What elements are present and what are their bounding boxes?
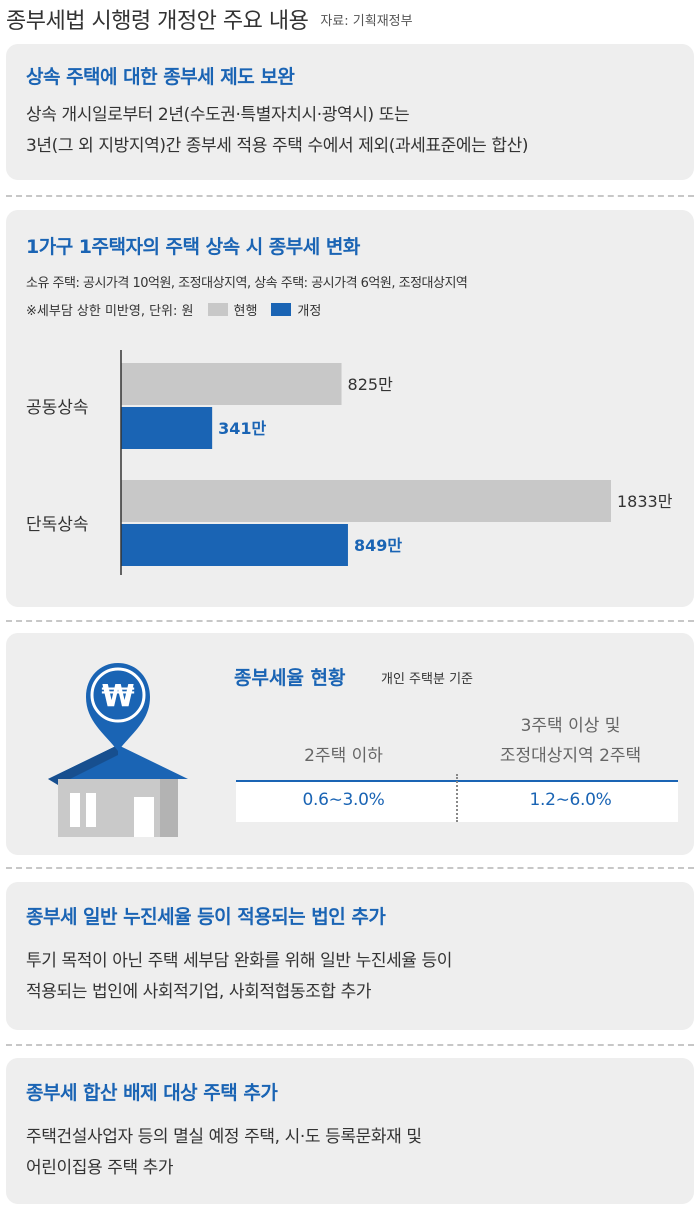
body-line: 상속 개시일로부터 2년(수도권·특별자치시·광역시) 또는 <box>26 105 410 125</box>
category-label: 단독상속 <box>26 515 89 535</box>
col-header-2-or-less: 2주택 이하 <box>304 746 383 766</box>
bar-current <box>121 480 611 522</box>
page-title: 종부세법 시행령 개정안 주요 내용 <box>6 9 309 34</box>
rate-subtitle: 개인 주택분 기준 <box>381 672 473 687</box>
tax-rate-card: ₩ 종부세율 현황 개인 주택분 기준 2주택 이하 3주택 이상 및 조정대상… <box>6 633 694 855</box>
bar-revised <box>121 407 213 449</box>
body-line: 3년(그 외 지방지역)간 종부세 적용 주택 수에서 제외(과세표준에는 합산… <box>26 136 529 156</box>
section-title: 종부세 합산 배제 대상 주택 추가 <box>26 1082 278 1104</box>
column-separator <box>456 774 458 822</box>
section-body: 상속 개시일로부터 2년(수도권·특별자치시·광역시) 또는 3년(그 외 지방… <box>26 100 529 162</box>
chart-title: 1가구 1주택자의 주택 상속 시 종부세 변화 <box>26 236 360 258</box>
exclusion-card: 종부세 합산 배제 대상 주택 추가 주택건설사업자 등의 멸실 예정 주택, … <box>6 1058 694 1204</box>
bar-value-label: 341만 <box>218 419 266 438</box>
section-divider <box>6 867 694 869</box>
section-divider <box>6 620 694 622</box>
legend-swatch-revised <box>271 303 292 316</box>
rate-value-3-or-more: 1.2∼6.0% <box>529 790 612 810</box>
section-body: 투기 목적이 아닌 주택 세부담 완화를 위해 일반 누진세율 등이 적용되는 … <box>26 946 452 1008</box>
section-divider <box>6 195 694 197</box>
legend-label-revised: 개정 <box>297 304 322 319</box>
corporate-rate-card: 종부세 일반 누진세율 등이 적용되는 법인 추가 투기 목적이 아닌 주택 세… <box>6 882 694 1030</box>
body-line: 적용되는 법인에 사회적기업, 사회적협동조합 추가 <box>26 982 372 1002</box>
legend-swatch-current <box>207 303 228 316</box>
tax-change-chart-card: 1가구 1주택자의 주택 상속 시 종부세 변화 소유 주택: 공시가격 10억… <box>6 210 694 607</box>
legend-label-current: 현행 <box>233 304 258 319</box>
section-body: 주택건설사업자 등의 멸실 예정 주택, 시·도 등록문화재 및 어린이집용 주… <box>26 1122 422 1184</box>
source-note: 자료: 기획재정부 <box>320 13 413 29</box>
rate-value-2-or-less: 0.6∼3.0% <box>302 790 385 810</box>
body-line: 어린이집용 주택 추가 <box>26 1158 174 1178</box>
bar-value-label: 825만 <box>348 375 394 394</box>
page-header: 종부세법 시행령 개정안 주요 내용 자료: 기획재정부 <box>6 0 413 38</box>
bar-value-label: 1833만 <box>617 492 673 511</box>
category-label: 공동상속 <box>26 398 89 418</box>
unit-note: ※세부담 상한 미반영, 단위: 원 <box>26 304 194 319</box>
col-header-3-or-more: 3주택 이상 및 조정대상지역 2주택 <box>499 716 642 766</box>
section-title: 종부세 일반 누진세율 등이 적용되는 법인 추가 <box>26 906 386 928</box>
won-pin-house-icon: ₩ <box>48 663 188 837</box>
section-divider <box>6 1044 694 1046</box>
section-title: 상속 주택에 대한 종부세 제도 보완 <box>26 66 295 88</box>
bar-revised <box>121 524 348 566</box>
body-line: 주택건설사업자 등의 멸실 예정 주택, 시·도 등록문화재 및 <box>26 1127 422 1147</box>
bar-current <box>121 363 342 405</box>
body-line: 투기 목적이 아닌 주택 세부담 완화를 위해 일반 누진세율 등이 <box>26 951 453 971</box>
won-symbol: ₩ <box>101 679 134 714</box>
rate-value-row: 0.6∼3.0% 1.2∼6.0% <box>236 774 678 822</box>
bar-chart: 825만 341만 공동상속 1833만 849만 단독상속 <box>26 350 673 575</box>
chart-note: 소유 주택: 공시가격 10억원, 조정대상지역, 상속 주택: 공시가격 6억… <box>26 276 468 291</box>
inheritance-rule-card: 상속 주택에 대한 종부세 제도 보완 상속 개시일로부터 2년(수도권·특별자… <box>6 44 694 180</box>
bar-value-label: 849만 <box>354 536 402 555</box>
rate-title: 종부세율 현황 <box>234 667 346 689</box>
chart-legend: ※세부담 상한 미반영, 단위: 원 현행 개정 <box>26 300 321 319</box>
